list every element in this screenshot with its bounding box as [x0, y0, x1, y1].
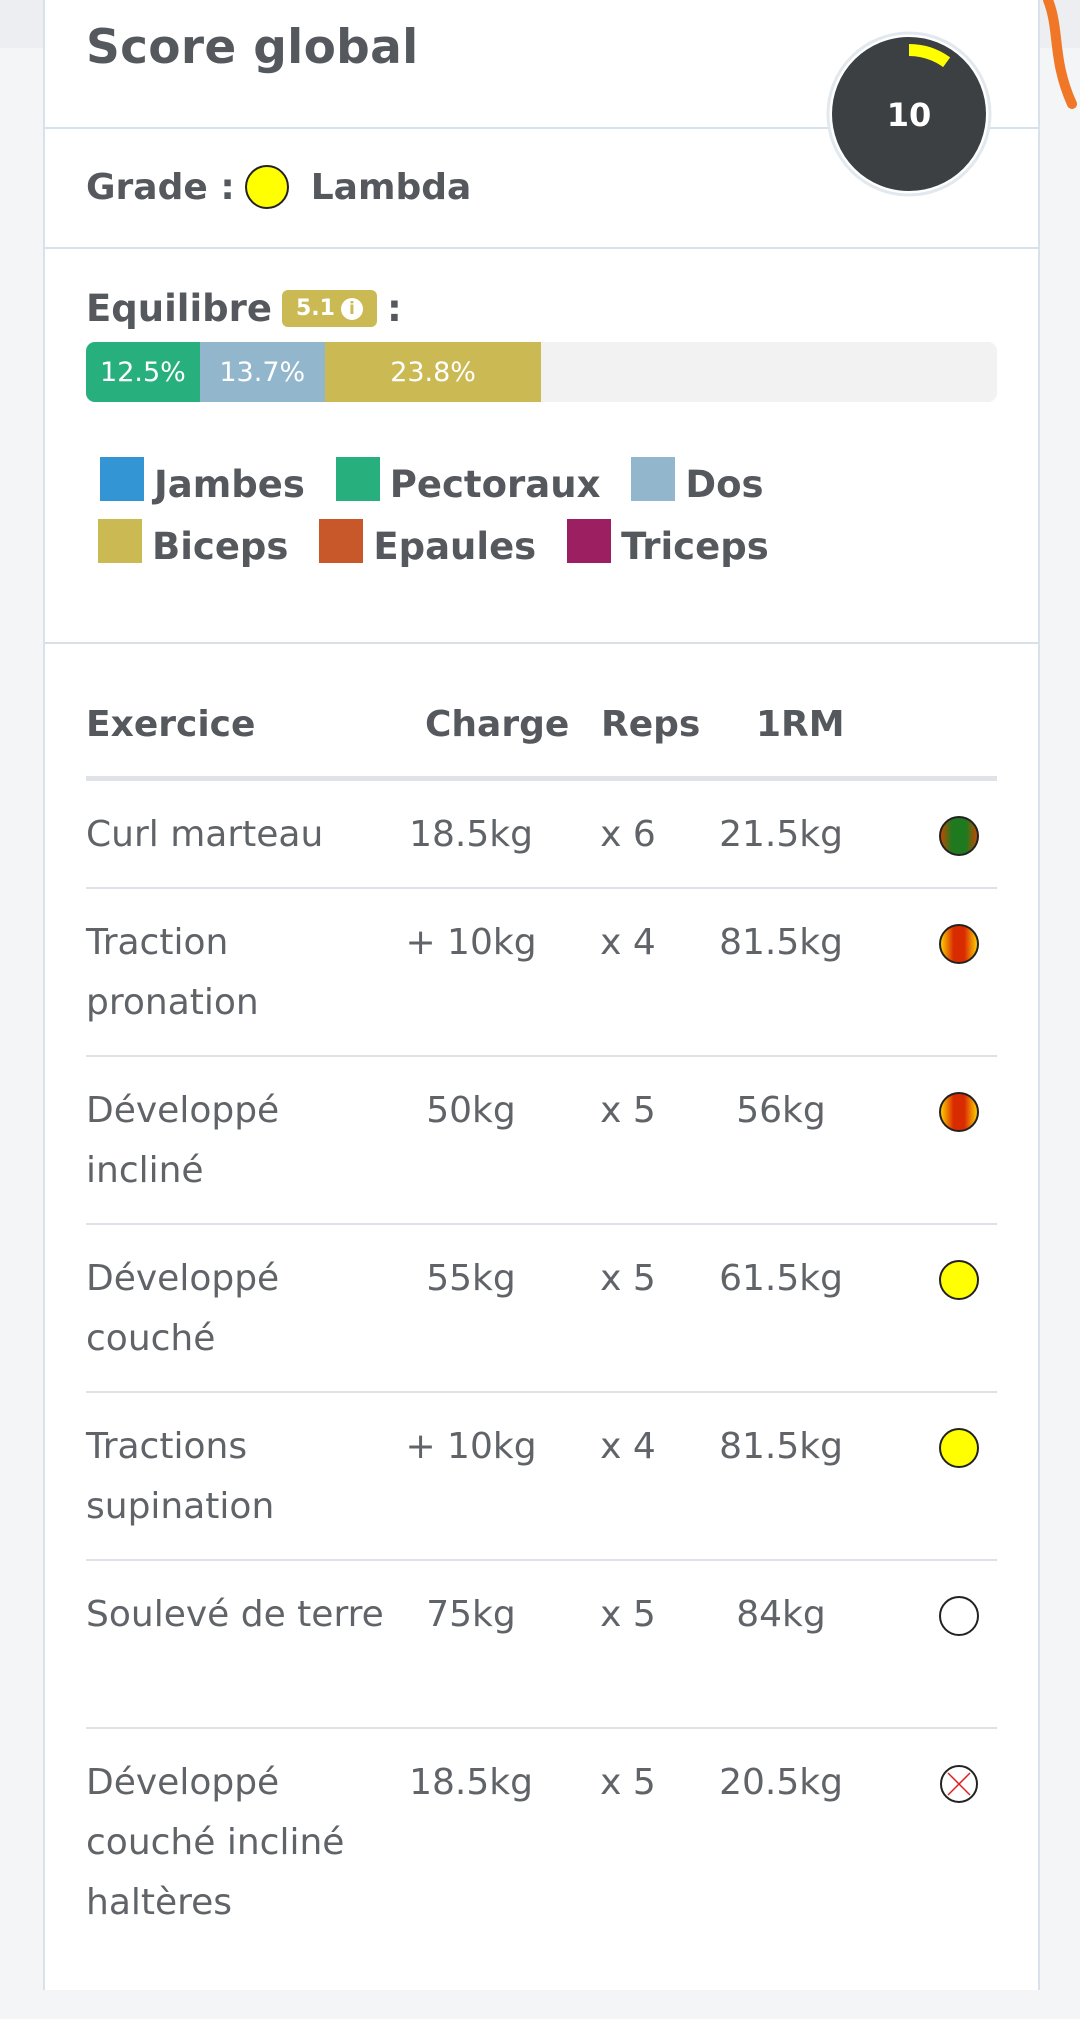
legend-item-jambes: Jambes: [86, 454, 305, 516]
legend-label: Dos: [685, 463, 764, 506]
balance-progress-bar: 12.5% 13.7% 23.8%: [86, 342, 997, 402]
table-row[interactable]: Curl marteau 18.5kg x 6 21.5kg: [86, 781, 997, 889]
rm-value: 84kg: [736, 1594, 826, 1635]
reps-value: x 5: [600, 1594, 656, 1635]
legend-swatch: [335, 457, 380, 501]
exercise-name: Tractions supination: [86, 1426, 275, 1527]
legend-label: Pectoraux: [389, 463, 601, 506]
reps-value: x 4: [600, 922, 656, 963]
rm-value: 56kg: [736, 1090, 826, 1131]
progress-segment-pectoraux: 12.5%: [86, 342, 200, 402]
reps-value: x 4: [600, 1426, 656, 1467]
legend-label: Jambes: [154, 463, 305, 506]
legend-swatch: [319, 519, 364, 563]
header-1rm: 1RM: [756, 704, 845, 745]
score-gauge-arc: [908, 44, 951, 69]
exercise-name: Traction pronation: [86, 922, 259, 1023]
progress-segment-dos: 13.7%: [199, 342, 325, 402]
legend-swatch: [100, 457, 144, 501]
legend-item-pectoraux: Pectoraux: [324, 454, 601, 516]
header-exercice: Exercice: [86, 704, 256, 745]
exercise-name: Développé incliné: [86, 1090, 280, 1191]
score-gauge: 10: [826, 31, 992, 197]
legend-label: Epaules: [373, 525, 537, 568]
charge-value: + 10kg: [405, 1426, 537, 1467]
rm-value: 20.5kg: [719, 1762, 843, 1803]
legend-swatch: [567, 519, 612, 563]
grade-circle-icon: [244, 165, 289, 209]
yellow-grade-icon: [939, 1260, 979, 1300]
table-row[interactable]: Traction pronation + 10kg x 4 81.5kg: [86, 889, 997, 1057]
table-body: Curl marteau 18.5kg x 6 21.5kg Traction …: [86, 781, 997, 2019]
charge-value: 50kg: [426, 1090, 516, 1131]
table-row[interactable]: Développé incliné 50kg x 5 56kg: [86, 1057, 997, 1225]
reps-value: x 6: [600, 814, 656, 855]
legend-label: Triceps: [621, 525, 769, 568]
grade-label: Grade :: [86, 166, 235, 208]
balance-label: Equilibre: [86, 287, 272, 330]
rm-value: 81.5kg: [719, 922, 843, 963]
charge-value: 75kg: [426, 1594, 516, 1635]
legend-swatch: [631, 457, 676, 501]
charge-value: 55kg: [426, 1258, 516, 1299]
balance-badge-value: 5.1: [295, 296, 335, 321]
rm-value: 81.5kg: [719, 1426, 843, 1467]
legend-item-triceps: Triceps: [555, 516, 769, 578]
grade-row: Grade : Lambda: [86, 165, 471, 209]
progress-segment-biceps: 23.8%: [324, 342, 542, 402]
legend-item-biceps: Biceps: [86, 516, 288, 578]
no-grade-icon: [939, 1764, 979, 1804]
table-row[interactable]: Développé couché incliné haltères 18.5kg…: [86, 1729, 997, 2019]
red-grade-icon: [939, 924, 979, 964]
muscle-legend: Jambes Pectoraux Dos Biceps Epaules Tric…: [86, 454, 986, 578]
legend-label: Biceps: [152, 525, 289, 568]
header-reps: Reps: [601, 704, 701, 745]
exercise-name: Curl marteau: [86, 814, 324, 855]
exercise-name: Développé couché: [86, 1258, 280, 1359]
info-icon[interactable]: i: [340, 297, 363, 320]
balance-section: Equilibre 5.1 i : 12.5% 13.7% 23.8% Jamb…: [45, 249, 1038, 644]
grade-section: Grade : Lambda: [45, 129, 1038, 249]
table-row[interactable]: Développé couché 55kg x 5 61.5kg: [86, 1225, 997, 1393]
exercise-name: Soulevé de terre: [86, 1594, 384, 1635]
white-grade-icon: [939, 1596, 979, 1636]
balance-header: Equilibre 5.1 i :: [86, 287, 402, 330]
score-card: Score global 10 Grade : Lambda Equilibre…: [43, 0, 1040, 1990]
header-charge: Charge: [425, 704, 570, 745]
charge-value: + 10kg: [405, 922, 537, 963]
red-grade-icon: [939, 1092, 979, 1132]
charge-value: 18.5kg: [409, 1762, 533, 1803]
balance-colon: :: [386, 287, 402, 330]
table-row[interactable]: Soulevé de terre 75kg x 5 84kg: [86, 1561, 997, 1729]
score-header: Score global: [45, 0, 1038, 129]
legend-item-dos: Dos: [619, 454, 764, 516]
grade-name: Lambda: [310, 166, 472, 208]
balance-badge[interactable]: 5.1 i: [281, 290, 377, 327]
scroll-indicator: [1043, 0, 1077, 109]
reps-value: x 5: [600, 1258, 656, 1299]
exercise-name: Développé couché incliné haltères: [86, 1762, 345, 1923]
rm-value: 21.5kg: [719, 814, 843, 855]
page-title: Score global: [86, 20, 419, 75]
reps-value: x 5: [600, 1090, 656, 1131]
reps-value: x 5: [600, 1762, 656, 1803]
legend-swatch: [98, 519, 142, 563]
table-row[interactable]: Tractions supination + 10kg x 4 81.5kg: [86, 1393, 997, 1561]
rm-value: 61.5kg: [719, 1258, 843, 1299]
green-grade-icon: [939, 816, 979, 856]
legend-item-epaules: Epaules: [307, 516, 536, 578]
table-header: Exercice Charge Reps 1RM: [86, 704, 997, 781]
score-value: 10: [887, 96, 932, 134]
charge-value: 18.5kg: [409, 814, 533, 855]
yellow-grade-icon: [939, 1428, 979, 1468]
